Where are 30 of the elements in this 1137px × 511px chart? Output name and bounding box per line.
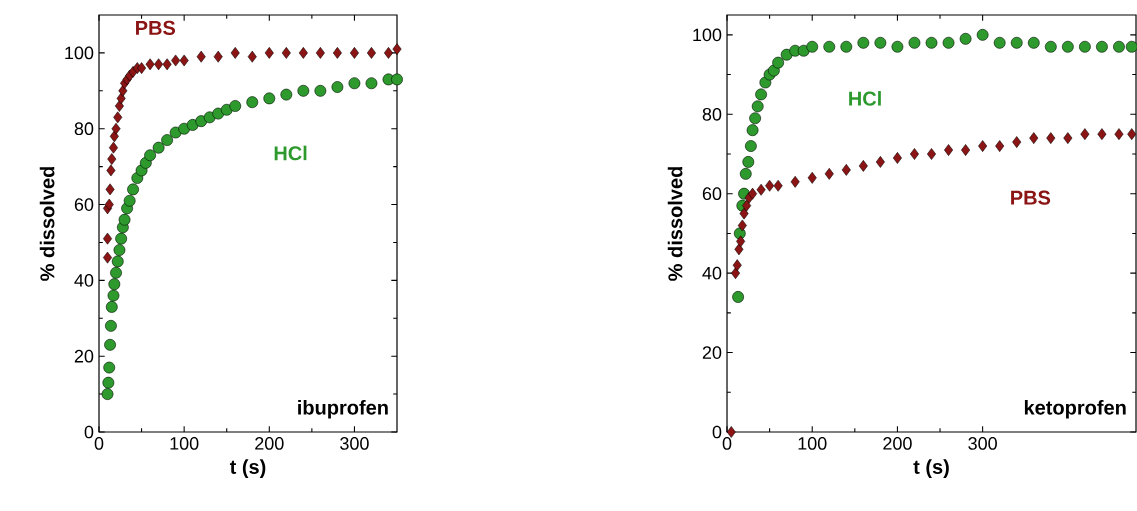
y-tick-label: 0 <box>712 425 722 439</box>
x-tick-label: 100 <box>170 437 199 450</box>
x-tick-label: 100 <box>798 437 827 450</box>
y-tick-label: 40 <box>702 266 722 280</box>
x-tick-label: 200 <box>883 437 912 450</box>
x-axis-title: t (s) <box>913 459 949 478</box>
legend-label: PBS <box>136 20 176 35</box>
x-tick-label: 0 <box>722 437 732 450</box>
y-tick-label: 100 <box>693 28 722 42</box>
y-axis-title: % dissolved <box>667 167 683 281</box>
y-tick-label: 40 <box>74 273 94 287</box>
y-tick-label: 80 <box>702 107 722 121</box>
x-tick-label: 300 <box>340 437 369 450</box>
y-tick-label: 60 <box>74 198 94 211</box>
annotation: ketoprofen <box>1024 399 1126 419</box>
y-tick-label: 20 <box>74 349 94 363</box>
y-tick-label: 0 <box>84 425 94 439</box>
y-tick-label: 20 <box>702 346 722 359</box>
x-axis-title: t (s) <box>229 459 266 478</box>
text: HCl <box>274 145 307 161</box>
x-tick-label: 200 <box>255 437 284 450</box>
text: PBS <box>1011 190 1051 205</box>
y-tick-label: 60 <box>702 187 722 201</box>
x-tick-label: 300 <box>968 437 997 450</box>
y-tick-label: 80 <box>74 122 94 136</box>
y-tick-label: 100 <box>65 46 94 60</box>
y-axis-title: % dissolved <box>39 167 55 281</box>
series-label: HCl <box>849 91 881 106</box>
annotation: ibuprofen <box>298 399 388 419</box>
x-tick-label: 0 <box>94 437 104 450</box>
